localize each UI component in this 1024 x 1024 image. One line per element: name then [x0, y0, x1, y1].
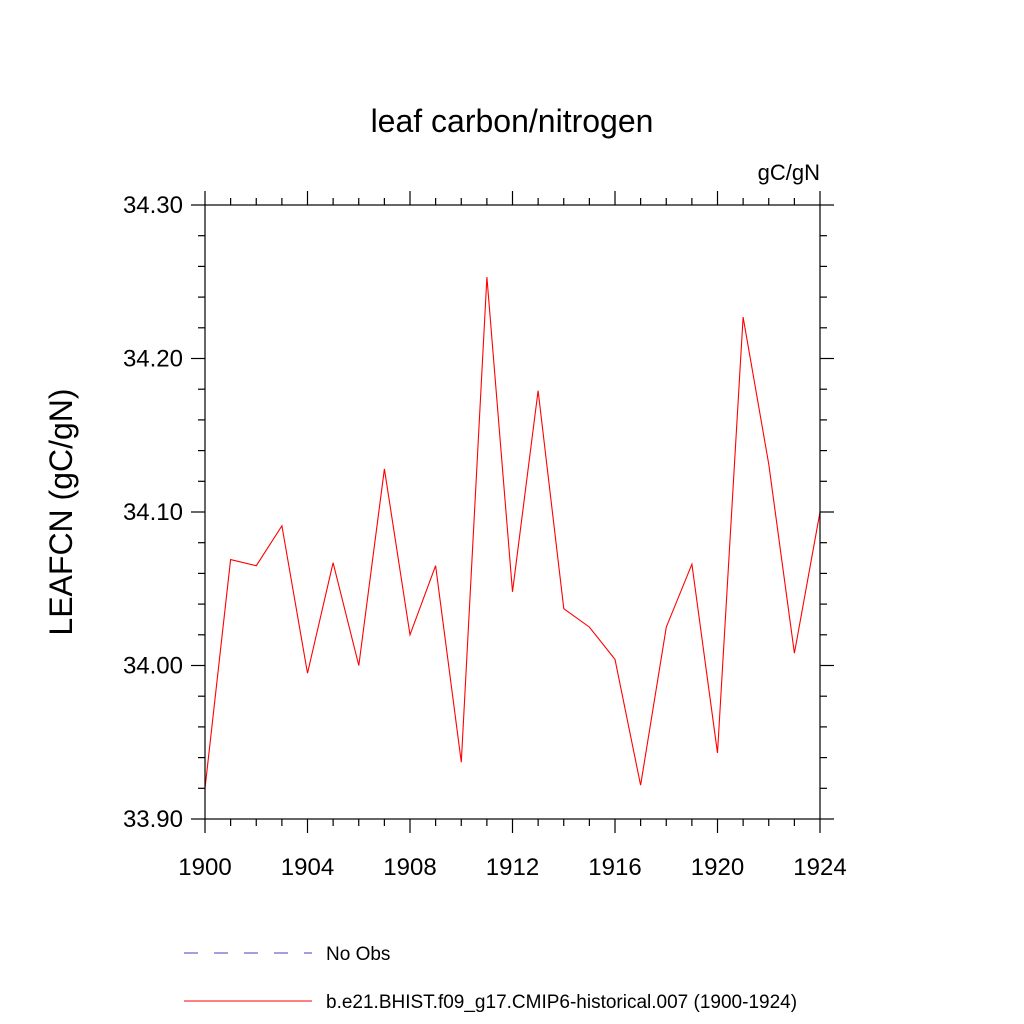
x-tick-label: 1920: [691, 854, 744, 881]
plot-frame: [204, 204, 821, 820]
y-tick-label: 34.10: [123, 499, 183, 526]
series-layer: [204, 277, 821, 789]
legend: No Obs b.e21.BHIST.f09_g17.CMIP6-historic…: [184, 944, 797, 1013]
x-tick-label: 1924: [793, 854, 846, 881]
legend-label: b.e21.BHIST.f09_g17.CMIP6-historical.007…: [326, 992, 797, 1013]
chart-title: leaf carbon/nitrogen: [371, 103, 654, 139]
x-tick-label: 1900: [178, 854, 231, 881]
x-tick-label: 1908: [383, 854, 436, 881]
x-tick-label: 1912: [486, 854, 539, 881]
units-label: gC/gN: [758, 160, 820, 185]
x-tick-label: 1916: [588, 854, 641, 881]
axis-ticks: 1900 1904 1908 1912 1916 1920 1924 33.90 34.00 34…: [123, 191, 847, 881]
y-tick-label: 33.90: [123, 806, 183, 833]
x-tick-label: 1904: [281, 854, 334, 881]
y-tick-label: 34.00: [123, 653, 183, 680]
series-line: [204, 277, 821, 789]
legend-label: No Obs: [326, 944, 390, 965]
y-tick-label: 34.30: [123, 192, 183, 219]
y-axis-label: LEAFCN (gC/gN): [43, 388, 79, 635]
y-tick-label: 34.20: [123, 346, 183, 373]
